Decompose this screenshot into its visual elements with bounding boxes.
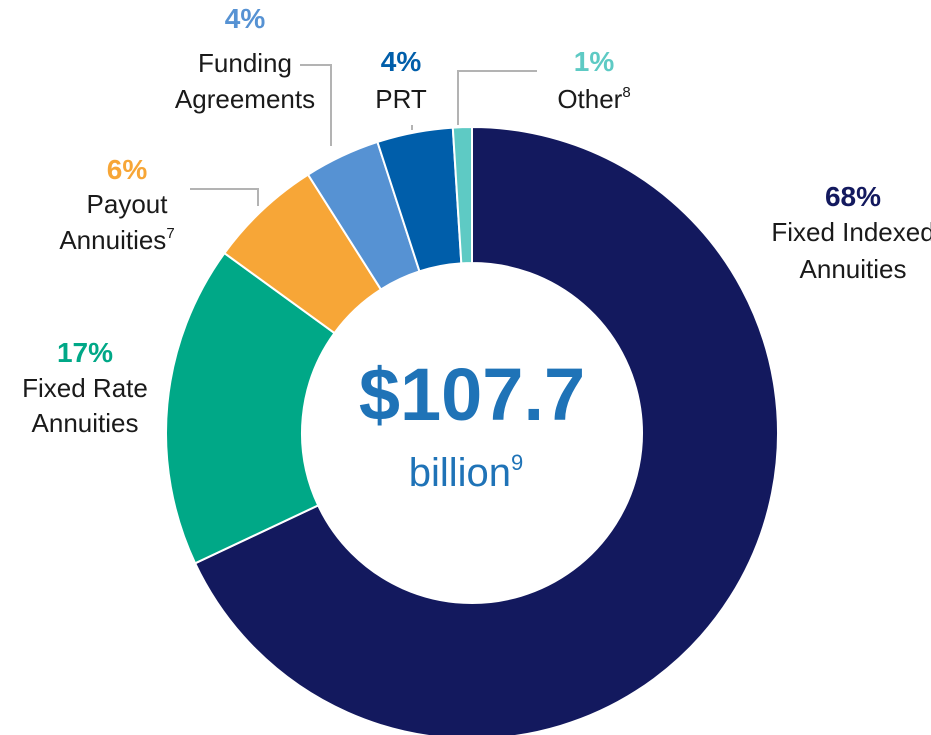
leader-line-other xyxy=(457,70,537,125)
leader-line-funding-agreements xyxy=(300,64,332,146)
slice-fixed-rate-annuities xyxy=(165,251,336,565)
slice-fixed-indexed-annuities xyxy=(193,125,779,735)
pct-label-fixed-indexed-annuities: 68% xyxy=(825,181,881,212)
center-layer: $107.7 billion9 xyxy=(359,353,585,495)
slice-label-prt-line-1: PRT xyxy=(375,84,427,114)
pct-label-other: 1% xyxy=(574,46,615,77)
slice-label-funding-agreements-line-2: Agreements xyxy=(175,84,315,114)
pct-label-payout-annuities: 6% xyxy=(107,154,148,185)
slice-label-funding-agreements-line-1: Funding xyxy=(198,48,292,78)
pct-label-prt: 4% xyxy=(381,46,422,77)
center-unit-superscript: 9 xyxy=(511,450,523,475)
center-unit-text: billion xyxy=(409,451,511,495)
center-total-unit: billion9 xyxy=(409,450,524,495)
slices-layer xyxy=(165,125,779,735)
leader-line-payout-annuities xyxy=(190,188,259,206)
slice-label-fixed-rate-annuities-line-1: Fixed Rate xyxy=(22,373,148,403)
slice-label-superscript: 8 xyxy=(622,84,630,101)
slice-label-fixed-indexed-annuities-line-2: Annuities xyxy=(800,254,907,284)
labels-layer: 68% Fixed Indexed Annuities 17% Fixed Rate An… xyxy=(22,3,931,438)
slice-label-fixed-indexed-annuities-line-1: Fixed Indexed xyxy=(771,217,931,247)
center-total-value: $107.7 xyxy=(359,353,585,436)
pct-label-fixed-rate-annuities: 17% xyxy=(57,337,113,368)
slice-other xyxy=(451,125,473,265)
slice-label-fixed-rate-annuities-line-2: Annuities xyxy=(32,408,139,438)
leader-lines-layer xyxy=(190,64,537,206)
slice-label-payout-annuities-line-1: Payout xyxy=(87,189,169,219)
pct-label-funding-agreements: 4% xyxy=(225,3,266,34)
slice-label-superscript: 7 xyxy=(166,225,174,242)
slice-label-payout-annuities-line-2: Annuities7 xyxy=(59,225,174,255)
slice-label-other-line-1: Other8 xyxy=(557,84,630,114)
